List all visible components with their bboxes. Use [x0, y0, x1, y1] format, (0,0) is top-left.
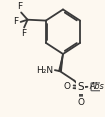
Text: F: F	[21, 29, 26, 38]
FancyBboxPatch shape	[91, 83, 102, 91]
Text: F: F	[14, 17, 19, 26]
Text: S: S	[77, 82, 84, 92]
Polygon shape	[59, 54, 63, 71]
Text: F: F	[18, 2, 23, 11]
Text: O: O	[77, 99, 85, 108]
Text: O: O	[64, 82, 71, 91]
Text: Abs: Abs	[89, 82, 104, 91]
Text: H₂N: H₂N	[36, 66, 53, 75]
